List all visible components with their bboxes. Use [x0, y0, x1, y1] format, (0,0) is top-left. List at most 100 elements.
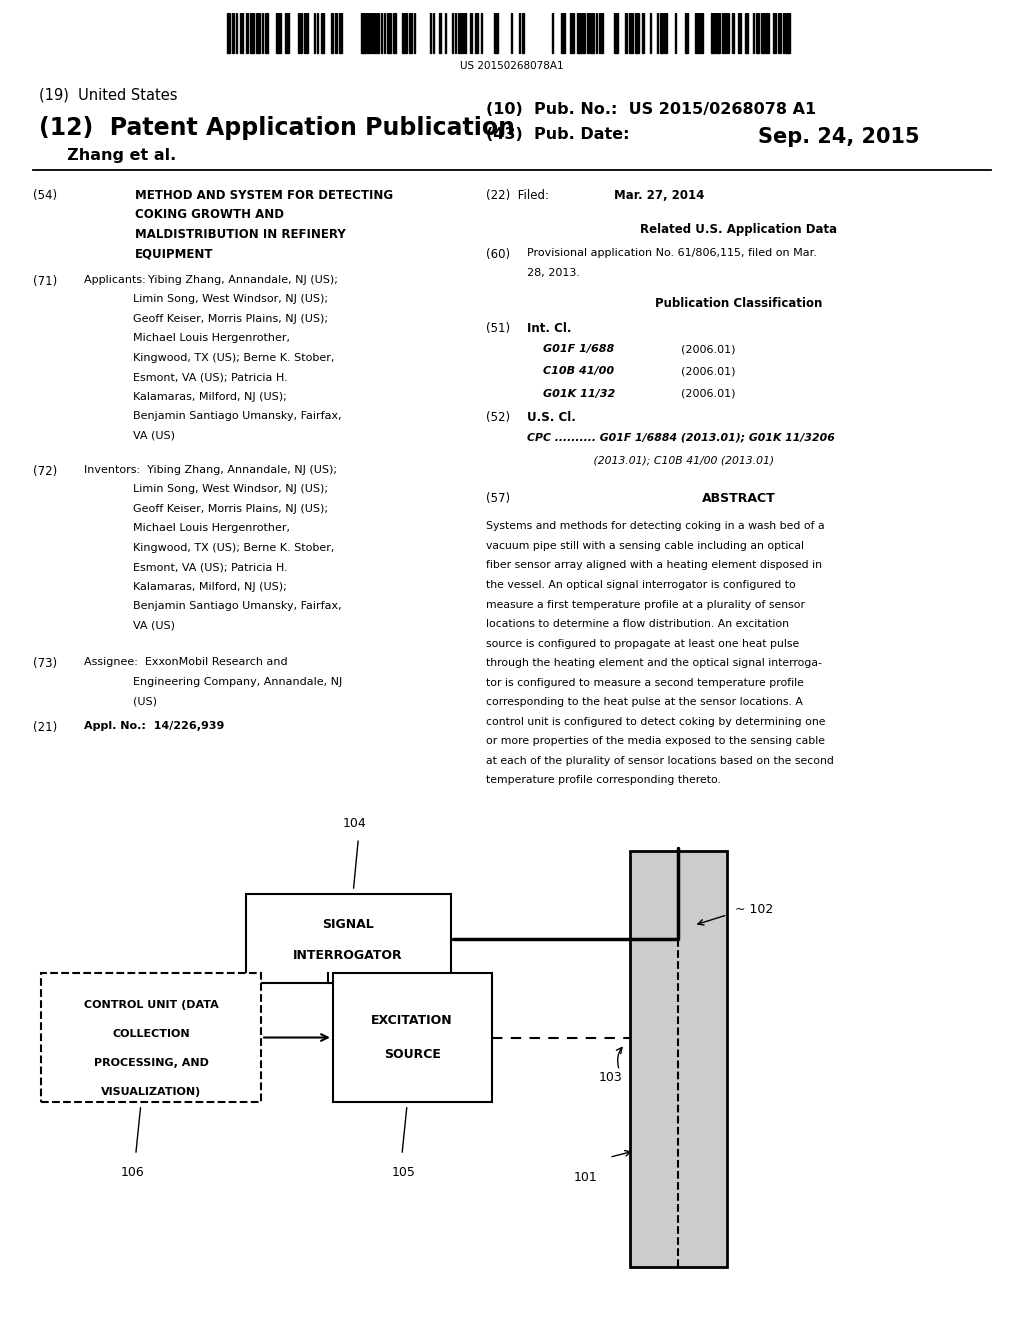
Bar	[685, 13, 688, 53]
Bar	[587, 13, 589, 53]
Text: (US): (US)	[84, 697, 157, 706]
Text: MALDISTRIBUTION IN REFINERY: MALDISTRIBUTION IN REFINERY	[135, 228, 346, 240]
Text: fiber sensor array aligned with a heating element disposed in: fiber sensor array aligned with a heatin…	[486, 561, 822, 570]
Bar	[745, 13, 748, 53]
Text: ~ 102: ~ 102	[735, 903, 773, 916]
Bar	[304, 13, 305, 53]
Text: (22)  Filed:: (22) Filed:	[486, 189, 550, 202]
Text: Kalamaras, Milford, NJ (US);: Kalamaras, Milford, NJ (US);	[84, 582, 287, 591]
Bar	[317, 13, 318, 53]
Text: Publication Classification: Publication Classification	[655, 297, 822, 310]
Bar	[452, 13, 453, 53]
Text: 103: 103	[599, 1071, 623, 1084]
Bar	[785, 13, 790, 53]
Text: METHOD AND SYSTEM FOR DETECTING: METHOD AND SYSTEM FOR DETECTING	[135, 189, 393, 202]
Bar	[285, 13, 289, 53]
Bar	[753, 13, 754, 53]
Bar	[716, 13, 720, 53]
Text: Limin Song, West Windsor, NJ (US);: Limin Song, West Windsor, NJ (US);	[84, 294, 328, 304]
Text: (2006.01): (2006.01)	[681, 367, 735, 376]
Text: (73): (73)	[33, 657, 57, 671]
Text: VISUALIZATION): VISUALIZATION)	[101, 1086, 201, 1097]
Bar	[675, 13, 676, 53]
Bar	[577, 13, 581, 53]
Bar	[778, 13, 779, 53]
Text: Appl. No.:  14/226,939: Appl. No.: 14/226,939	[84, 721, 224, 731]
Text: Michael Louis Hergenrother,: Michael Louis Hergenrother,	[84, 523, 290, 533]
FancyBboxPatch shape	[333, 973, 492, 1102]
Text: 106: 106	[121, 1166, 144, 1179]
Text: Related U.S. Application Data: Related U.S. Application Data	[640, 223, 838, 236]
Bar	[738, 13, 741, 53]
Bar	[773, 13, 776, 53]
Bar	[240, 13, 241, 53]
Text: Assignee:  ExxonMobil Research and: Assignee: ExxonMobil Research and	[84, 657, 288, 668]
Bar	[666, 13, 667, 53]
Text: VA (US): VA (US)	[84, 430, 175, 441]
Text: C10B 41/00: C10B 41/00	[543, 367, 613, 376]
Bar	[464, 13, 466, 53]
Text: Mar. 27, 2014: Mar. 27, 2014	[614, 189, 705, 202]
Bar	[262, 13, 263, 53]
Bar	[339, 13, 342, 53]
Text: US 20150268078A1: US 20150268078A1	[460, 61, 564, 71]
Bar	[481, 13, 482, 53]
Bar	[519, 13, 520, 53]
Text: Systems and methods for detecting coking in a wash bed of a: Systems and methods for detecting coking…	[486, 521, 825, 532]
Bar	[511, 13, 512, 53]
Text: VA (US): VA (US)	[84, 620, 175, 631]
Text: 101: 101	[573, 1171, 597, 1184]
Text: Applicants: Yibing Zhang, Annandale, NJ (US);: Applicants: Yibing Zhang, Annandale, NJ …	[84, 275, 338, 285]
Bar	[381, 13, 382, 53]
Text: G01K 11/32: G01K 11/32	[543, 388, 615, 399]
Bar	[570, 13, 574, 53]
Bar	[246, 13, 248, 53]
Bar	[761, 13, 765, 53]
Bar	[470, 13, 472, 53]
Text: Sep. 24, 2015: Sep. 24, 2015	[758, 127, 920, 147]
Bar	[590, 13, 594, 53]
Bar	[475, 13, 478, 53]
Text: Kalamaras, Milford, NJ (US);: Kalamaras, Milford, NJ (US);	[84, 392, 287, 401]
Text: corresponding to the heat pulse at the sensor locations. A: corresponding to the heat pulse at the s…	[486, 697, 803, 708]
Text: COLLECTION: COLLECTION	[113, 1028, 189, 1039]
Bar	[664, 13, 665, 53]
Bar	[306, 13, 308, 53]
Bar	[227, 13, 230, 53]
Bar	[728, 13, 729, 53]
Bar	[596, 13, 597, 53]
Bar	[780, 13, 781, 53]
Bar	[711, 13, 715, 53]
Text: Int. Cl.: Int. Cl.	[527, 322, 571, 335]
Bar	[625, 13, 627, 53]
Text: vacuum pipe still with a sensing cable including an optical: vacuum pipe still with a sensing cable i…	[486, 541, 805, 550]
Text: at each of the plurality of sensor locations based on the second: at each of the plurality of sensor locat…	[486, 756, 835, 766]
Bar	[242, 13, 243, 53]
Text: or more properties of the media exposed to the sensing cable: or more properties of the media exposed …	[486, 737, 825, 746]
Bar	[256, 13, 260, 53]
Bar	[552, 13, 553, 53]
Text: PROCESSING, AND: PROCESSING, AND	[93, 1057, 209, 1068]
Text: control unit is configured to detect coking by determining one: control unit is configured to detect cok…	[486, 717, 826, 727]
Bar	[461, 13, 463, 53]
Bar	[250, 13, 254, 53]
Bar	[445, 13, 446, 53]
Text: locations to determine a flow distribution. An excitation: locations to determine a flow distributi…	[486, 619, 790, 630]
Bar	[614, 13, 618, 53]
Bar	[766, 13, 769, 53]
Bar	[522, 13, 524, 53]
Bar	[301, 13, 302, 53]
Bar	[601, 13, 603, 53]
FancyBboxPatch shape	[630, 851, 727, 1267]
Text: Kingwood, TX (US); Berne K. Stober,: Kingwood, TX (US); Berne K. Stober,	[84, 543, 335, 553]
Bar	[582, 13, 585, 53]
Text: (60): (60)	[486, 248, 511, 261]
Text: Michael Louis Hergenrother,: Michael Louis Hergenrother,	[84, 333, 290, 343]
Bar	[732, 13, 734, 53]
Text: Geoff Keiser, Morris Plains, NJ (US);: Geoff Keiser, Morris Plains, NJ (US);	[84, 314, 328, 323]
Bar	[642, 13, 644, 53]
Bar	[458, 13, 460, 53]
Bar	[232, 13, 234, 53]
Bar	[265, 13, 268, 53]
Text: (2006.01): (2006.01)	[681, 345, 735, 354]
